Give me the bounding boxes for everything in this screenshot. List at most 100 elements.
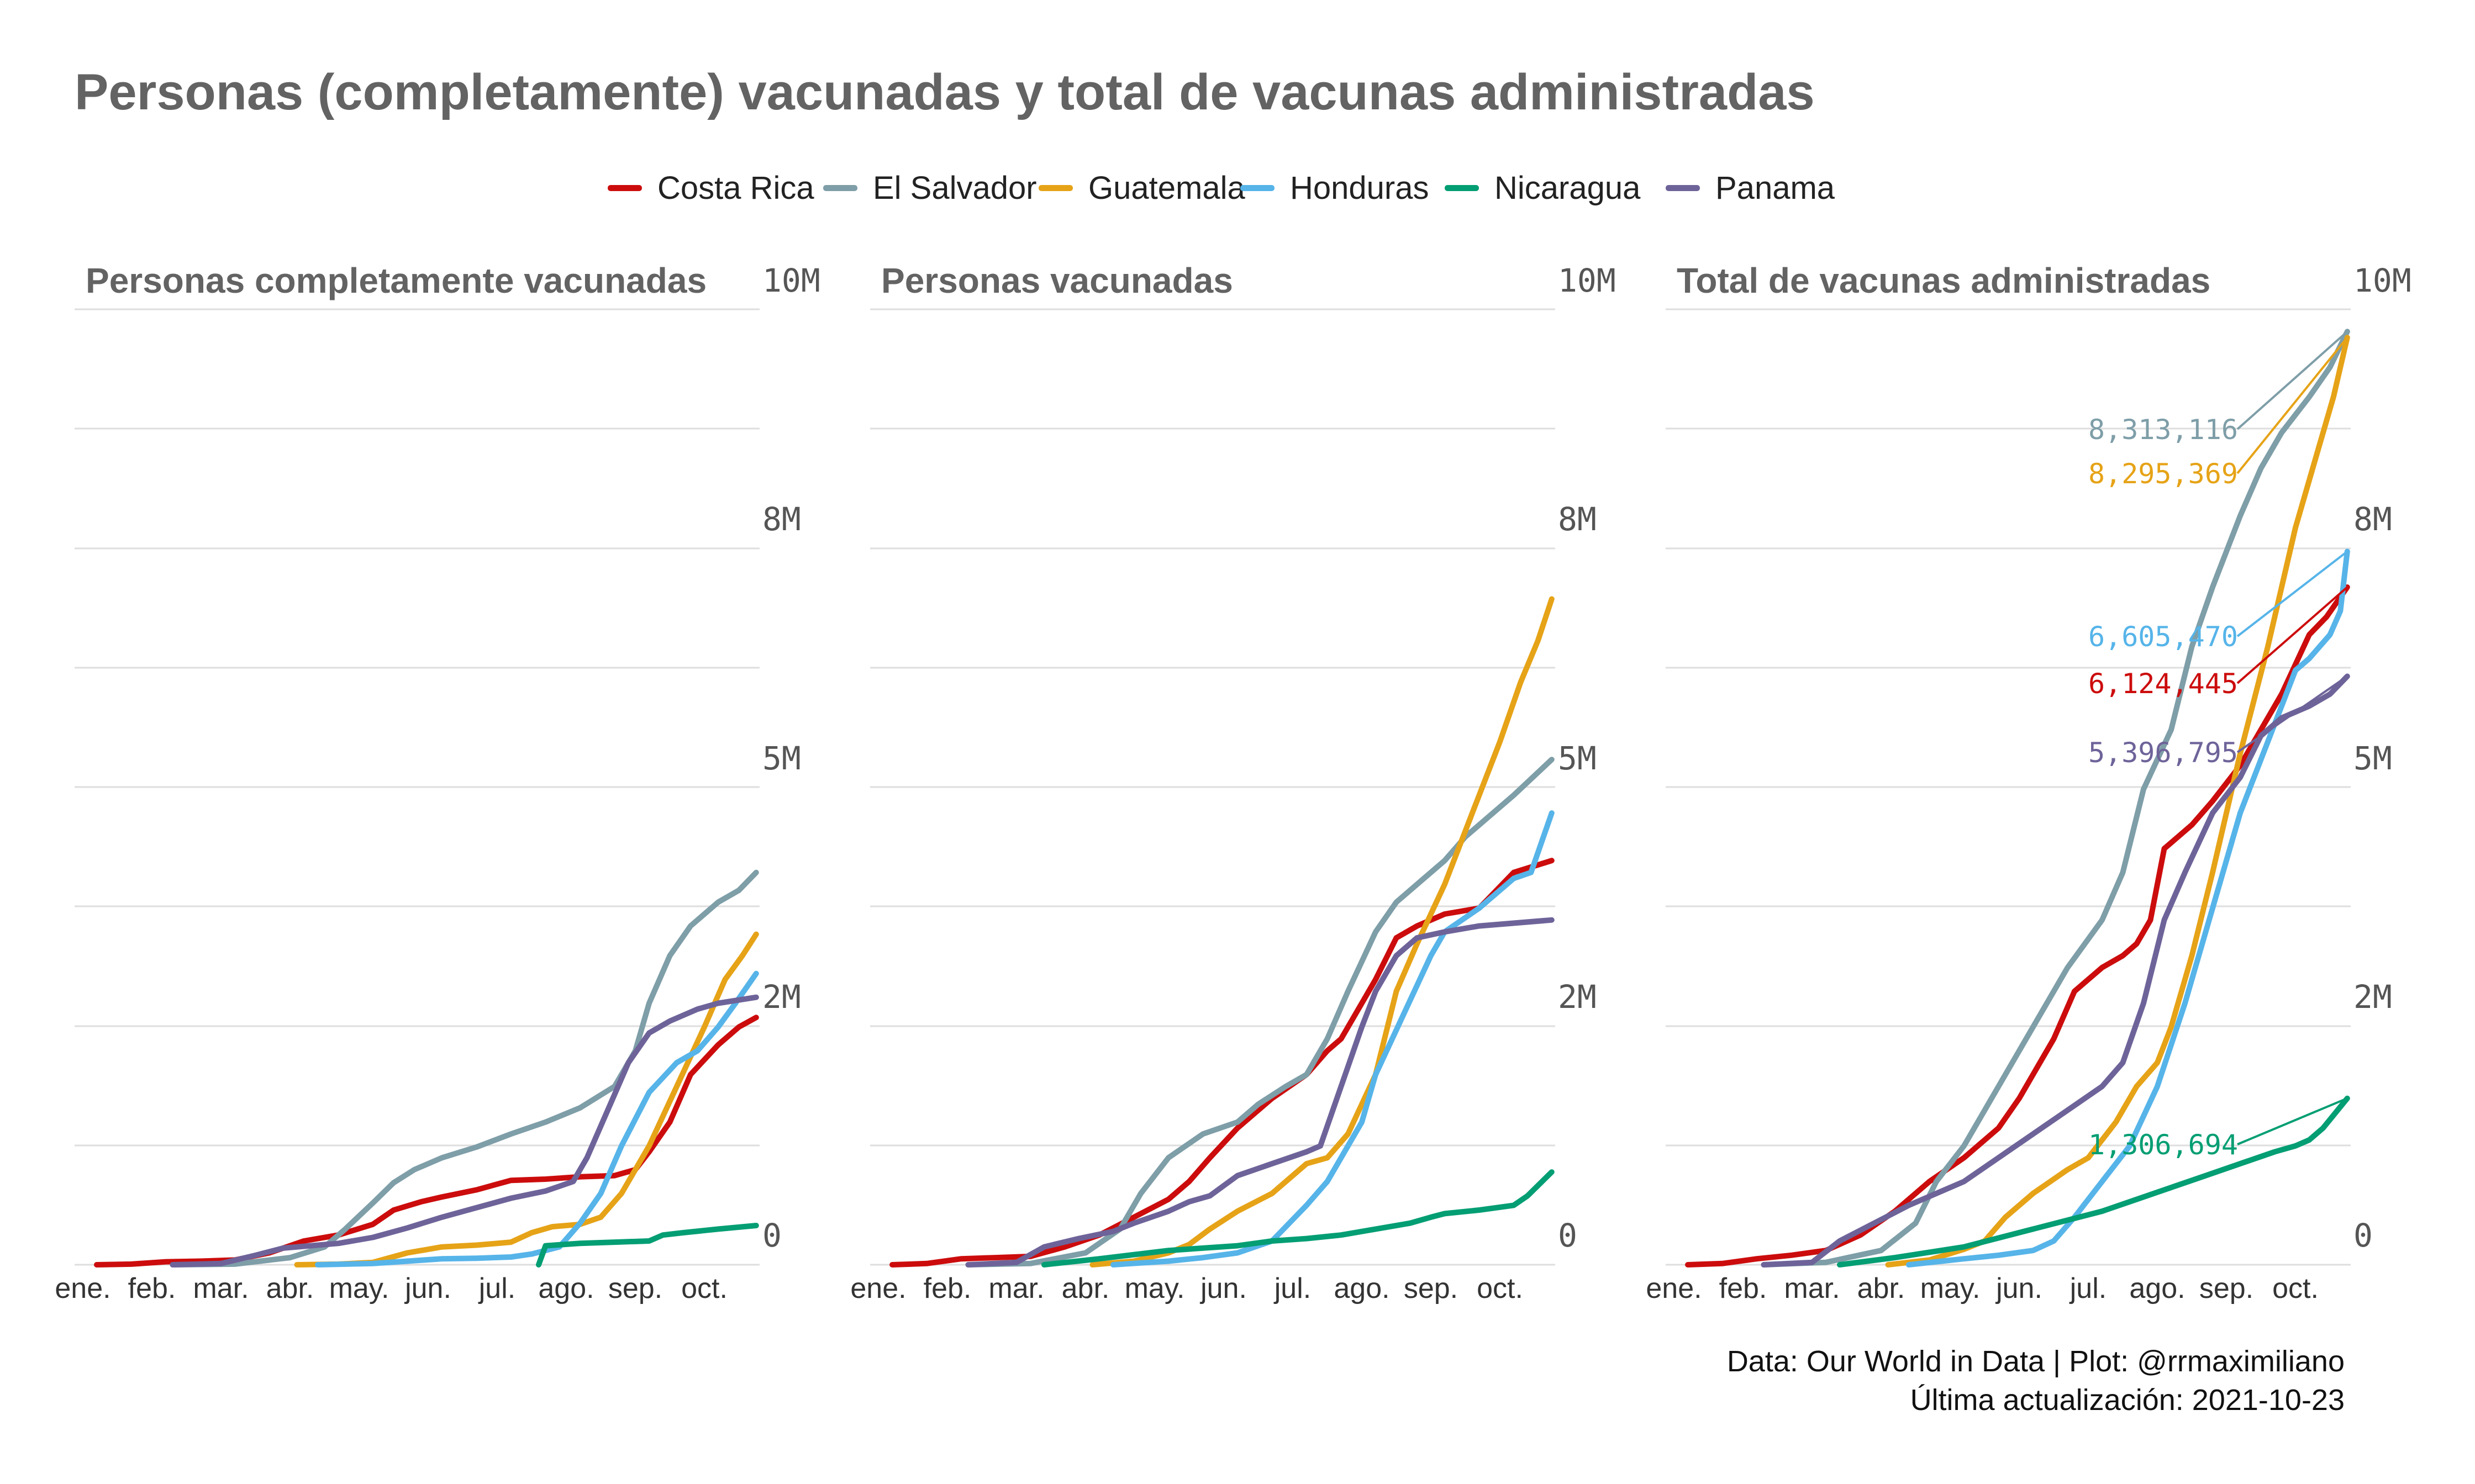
end-label-leader-nicaragua bbox=[2237, 1097, 2348, 1145]
panel-title: Personas vacunadas bbox=[881, 261, 1233, 300]
x-tick-label: feb. bbox=[924, 1272, 972, 1305]
series-line-guatemala bbox=[1089, 596, 1555, 1268]
legend-label: Honduras bbox=[1290, 170, 1429, 206]
x-tick-label: jul. bbox=[478, 1272, 515, 1305]
y-tick-label: 2M bbox=[762, 978, 801, 1016]
series-line-guatemala bbox=[1885, 335, 2350, 1268]
x-tick-label: oct. bbox=[1477, 1272, 1523, 1305]
legend-label: Costa Rica bbox=[657, 170, 814, 206]
y-tick-label: 8M bbox=[762, 500, 801, 538]
y-tick-label: 8M bbox=[1558, 500, 1597, 538]
x-tick-label: ago. bbox=[2129, 1272, 2185, 1305]
end-label-panama: 5,396,795 bbox=[2088, 737, 2238, 769]
panel-title: Total de vacunas administradas bbox=[1677, 261, 2210, 300]
x-tick-label: ene. bbox=[850, 1272, 906, 1305]
x-tick-label: abr. bbox=[1857, 1272, 1905, 1305]
end-label-leader-honduras bbox=[2236, 550, 2348, 637]
panel-3: Total de vacunas administradas 0 2M 5M 8M 10M… bbox=[1646, 261, 2411, 1305]
series-line-honduras bbox=[1906, 548, 2350, 1268]
chart-title: Personas (completamente) vacunadas y tot… bbox=[75, 64, 1815, 120]
x-tick-label: oct. bbox=[2272, 1272, 2319, 1305]
series-line-panama bbox=[170, 994, 759, 1268]
caption-source: Data: Our World in Data | Plot: @rrmaxim… bbox=[1726, 1345, 2345, 1378]
x-tick-label: may. bbox=[1125, 1272, 1185, 1305]
legend-label: Panama bbox=[1715, 170, 1835, 206]
y-tick-label: 10M bbox=[2353, 262, 2411, 299]
y-tick-label: 5M bbox=[762, 740, 801, 777]
panel-2: Personas vacunadas 0 2M 5M 8M 10M ene. feb. mar.… bbox=[850, 261, 1615, 1305]
y-tick-label: 10M bbox=[762, 262, 820, 299]
series-line-costa-rica bbox=[889, 858, 1555, 1268]
legend-label: El Salvador bbox=[873, 170, 1037, 206]
x-tick-label: feb. bbox=[1719, 1272, 1767, 1305]
legend-item-el-salvador: El Salvador bbox=[823, 166, 1037, 210]
y-tick-label: 2M bbox=[2353, 978, 2392, 1016]
end-label-leader-costa-rica bbox=[2236, 586, 2348, 684]
series-line-guatemala bbox=[294, 931, 759, 1268]
legend-label: Guatemala bbox=[1088, 170, 1245, 206]
x-tick-label: mar. bbox=[988, 1272, 1044, 1305]
legend-label: Nicaragua bbox=[1494, 170, 1641, 206]
panel-1: Personas completamente vacunadas 0 2M 5M 8M 1… bbox=[55, 261, 820, 1305]
series-line-panama bbox=[1761, 673, 2350, 1268]
end-label-nicaragua: 1,306,694 bbox=[2088, 1129, 2238, 1161]
end-label-leader-panama bbox=[2236, 675, 2348, 753]
legend-swatch-honduras bbox=[1240, 184, 1275, 191]
legend-item-panama: Panama bbox=[1666, 166, 1835, 210]
x-tick-label: abr. bbox=[266, 1272, 314, 1305]
x-tick-label: sep. bbox=[2199, 1272, 2253, 1305]
end-label-honduras: 6,605,470 bbox=[2088, 621, 2238, 653]
x-tick-label: jul. bbox=[1273, 1272, 1311, 1305]
series-line-el-salvador bbox=[1761, 329, 2350, 1268]
y-tick-label: 5M bbox=[1558, 740, 1597, 777]
x-tick-label: jun. bbox=[1995, 1272, 2042, 1305]
x-tick-label: sep. bbox=[1404, 1272, 1458, 1305]
series-line-el-salvador bbox=[170, 869, 759, 1268]
x-tick-label: ene. bbox=[1646, 1272, 1702, 1305]
panel-title: Personas completamente vacunadas bbox=[86, 261, 707, 300]
x-tick-label: mar. bbox=[193, 1272, 249, 1305]
y-tick-label: 5M bbox=[2353, 740, 2392, 777]
legend-item-costa-rica: Costa Rica bbox=[608, 166, 814, 210]
legend-item-honduras: Honduras bbox=[1240, 166, 1429, 210]
x-tick-label: feb. bbox=[128, 1272, 176, 1305]
legend-swatch-el-salvador bbox=[823, 184, 857, 191]
end-label-leader-guatemala bbox=[2236, 336, 2348, 474]
series-line-honduras bbox=[1110, 810, 1555, 1268]
legend-item-nicaragua: Nicaragua bbox=[1445, 166, 1640, 210]
series-line-nicaragua bbox=[536, 1223, 759, 1268]
y-tick-label: 2M bbox=[1558, 978, 1597, 1016]
series-line-nicaragua bbox=[1041, 1169, 1555, 1268]
y-tick-label: 0 bbox=[2353, 1217, 2373, 1254]
x-tick-label: ene. bbox=[55, 1272, 110, 1305]
x-tick-label: may. bbox=[1920, 1272, 1981, 1305]
x-tick-label: ago. bbox=[1334, 1272, 1389, 1305]
series-line-honduras bbox=[315, 970, 759, 1268]
series-line-panama bbox=[965, 917, 1555, 1268]
end-label-el-salvador: 8,313,116 bbox=[2088, 414, 2238, 446]
x-tick-label: jun. bbox=[404, 1272, 451, 1305]
caption-updated: Última actualización: 2021-10-23 bbox=[1910, 1383, 2345, 1417]
end-label-costa-rica: 6,124,445 bbox=[2088, 668, 2238, 700]
caption: Data: Our World in Data | Plot: @rrmaxim… bbox=[1727, 1342, 2345, 1419]
end-label-leader-el-salvador bbox=[2236, 330, 2348, 430]
y-tick-label: 0 bbox=[762, 1217, 782, 1254]
x-tick-label: abr. bbox=[1062, 1272, 1110, 1305]
legend-swatch-panama bbox=[1666, 184, 1700, 191]
legend-swatch-costa-rica bbox=[608, 184, 642, 191]
end-label-guatemala: 8,295,369 bbox=[2088, 458, 2238, 490]
x-tick-label: oct. bbox=[681, 1272, 728, 1305]
series-line-costa-rica bbox=[94, 1015, 759, 1268]
y-tick-label: 10M bbox=[1558, 262, 1616, 299]
y-tick-label: 0 bbox=[1558, 1217, 1577, 1254]
x-tick-label: jul. bbox=[2069, 1272, 2107, 1305]
legend: Costa Rica El Salvador Guatemala Honduras Ni… bbox=[0, 166, 2475, 210]
legend-swatch-guatemala bbox=[1039, 184, 1073, 191]
series-line-nicaragua bbox=[1837, 1095, 2350, 1268]
x-tick-label: ago. bbox=[538, 1272, 594, 1305]
x-tick-label: may. bbox=[329, 1272, 389, 1305]
legend-swatch-nicaragua bbox=[1445, 184, 1479, 191]
x-tick-label: mar. bbox=[1784, 1272, 1840, 1305]
x-tick-label: jun. bbox=[1199, 1272, 1247, 1305]
